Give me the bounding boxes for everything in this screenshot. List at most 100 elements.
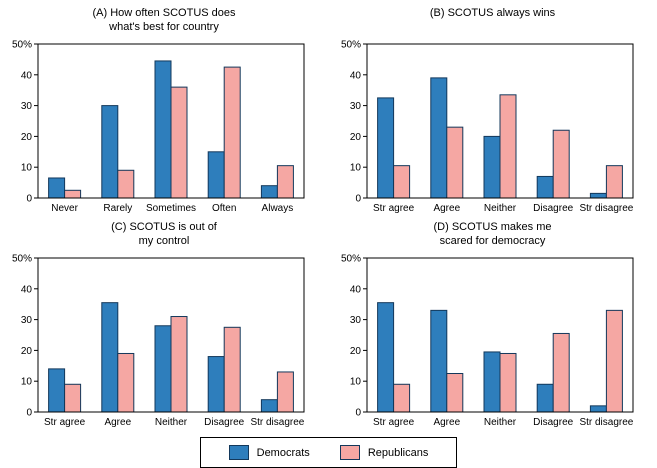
bar-republicans: [445, 373, 463, 413]
x-tick-label: Str disagree: [250, 417, 304, 428]
bar-republicans: [392, 383, 410, 413]
bar-republicans: [170, 316, 188, 413]
x-tick-label: Neither: [483, 417, 516, 428]
y-tick-label: 20: [21, 346, 33, 357]
chart-panel-c: (C) SCOTUS is out of my control 0 10 20 30 4…: [0, 220, 328, 434]
title-line: scared for democracy: [439, 235, 546, 247]
y-tick-label: 40: [349, 284, 361, 295]
x-tick-label: Str disagree: [579, 203, 633, 214]
bar-republicans: [605, 165, 623, 199]
x-tick-label: Often: [212, 203, 236, 214]
bar-democrats: [429, 77, 447, 199]
y-tick-label: 20: [349, 346, 361, 357]
x-tick-label: Disagree: [533, 203, 573, 214]
bar-republicans: [445, 126, 463, 199]
title-line: my control: [138, 235, 190, 247]
y-tick-label: 30: [349, 101, 361, 112]
chart-panel-b: (B) SCOTUS always wins 0 10 20 30 40 50% Str a…: [328, 6, 657, 220]
bar-republicans: [552, 332, 570, 413]
bar-democrats: [48, 177, 66, 199]
bar-republicans: [223, 66, 241, 199]
bar-chart-a: 0 10 20 30 40 50% Never Rarely Sometimes Often Alw…: [12, 40, 305, 214]
bar-democrats: [101, 105, 119, 199]
bar-republicans: [117, 352, 135, 413]
title-line: (B) SCOTUS always wins: [429, 7, 556, 19]
bar-republicans: [392, 165, 410, 199]
bar-democrats: [536, 175, 554, 199]
title-line: (A) How often SCOTUS does: [92, 7, 236, 19]
title-line: (D) SCOTUS makes me: [433, 221, 552, 233]
y-tick-label: 10: [349, 377, 361, 388]
bar-democrats: [207, 151, 225, 199]
bar-republicans: [223, 326, 241, 413]
y-tick-label: 10: [21, 163, 33, 174]
title-line: what's best for country: [109, 21, 219, 33]
y-tick-label: 10: [349, 163, 361, 174]
legend-label-democrats: Democrats: [256, 446, 310, 459]
plot-frame: [366, 257, 633, 413]
chart-panel-a: (A) How often SCOTUS does what's best fo…: [0, 6, 328, 220]
bar-democrats: [483, 351, 500, 413]
bar-democrats: [154, 60, 172, 199]
bar-republicans: [499, 352, 516, 413]
x-tick-label: Agree: [433, 203, 460, 214]
x-tick-label: Agree: [433, 417, 460, 428]
x-tick-label: Agree: [104, 417, 131, 428]
y-tick-label: 0: [26, 408, 32, 419]
bar-democrats: [207, 356, 225, 413]
bar-democrats: [101, 302, 119, 413]
x-tick-label: Disagree: [204, 417, 244, 428]
bar-democrats: [589, 405, 607, 413]
x-tick-label: Str agree: [373, 417, 415, 428]
bar-chart-d: 0 10 20 30 40 50% Str agree Agree Neither Disagre…: [340, 254, 633, 429]
x-tick-label: Sometimes: [146, 203, 196, 214]
x-tick-label: Rarely: [103, 203, 132, 214]
bar-chart-c: 0 10 20 30 40 50% Str agree Agree Neither Disagre…: [12, 254, 305, 429]
bar-democrats: [260, 185, 278, 199]
bar-democrats: [154, 325, 172, 413]
x-tick-label: Neither: [483, 203, 516, 214]
y-tick-label: 50%: [12, 40, 32, 51]
bar-democrats: [483, 135, 500, 199]
bar-democrats: [589, 192, 607, 199]
x-tick-label: Disagree: [533, 417, 573, 428]
bar-republicans: [605, 309, 623, 413]
y-tick-label: 50%: [340, 254, 360, 265]
legend-entry-democrats: Democrats: [228, 445, 310, 460]
bar-republicans: [276, 165, 294, 199]
plot-frame: [366, 43, 633, 199]
legend-entry-republicans: Republicans: [339, 445, 429, 460]
y-tick-label: 20: [349, 132, 361, 143]
title-line: (C) SCOTUS is out of: [111, 221, 217, 233]
plot-frame: [37, 43, 305, 199]
bar-republicans: [64, 189, 82, 199]
x-tick-label: Always: [262, 203, 294, 214]
y-tick-label: 0: [355, 408, 361, 419]
legend: Democrats Republicans: [199, 437, 458, 468]
chart-panel-d: (D) SCOTUS makes me scared for democracy…: [328, 220, 657, 434]
bar-republicans: [276, 371, 294, 413]
y-tick-label: 20: [21, 132, 33, 143]
bar-democrats: [376, 302, 394, 413]
chart-title-a: (A) How often SCOTUS does what's best fo…: [92, 6, 235, 36]
y-tick-label: 30: [21, 315, 33, 326]
bar-republicans: [64, 383, 82, 413]
y-tick-label: 0: [26, 194, 32, 205]
x-tick-label: Str agree: [44, 417, 86, 428]
bar-republicans: [170, 86, 188, 199]
y-tick-label: 30: [21, 101, 33, 112]
x-tick-label: Str disagree: [579, 417, 633, 428]
bar-republicans: [552, 129, 570, 199]
bar-democrats: [429, 309, 447, 413]
y-tick-label: 10: [21, 377, 33, 388]
x-tick-label: Never: [51, 203, 78, 214]
y-tick-label: 30: [349, 315, 361, 326]
chart-title-b: (B) SCOTUS always wins: [430, 6, 555, 36]
y-tick-label: 50%: [340, 40, 360, 51]
bar-republicans: [499, 94, 516, 199]
x-tick-label: Str agree: [373, 203, 415, 214]
y-tick-label: 0: [355, 194, 361, 205]
bar-democrats: [48, 368, 66, 413]
bar-democrats: [536, 383, 554, 413]
legend-label-republicans: Republicans: [367, 446, 429, 459]
